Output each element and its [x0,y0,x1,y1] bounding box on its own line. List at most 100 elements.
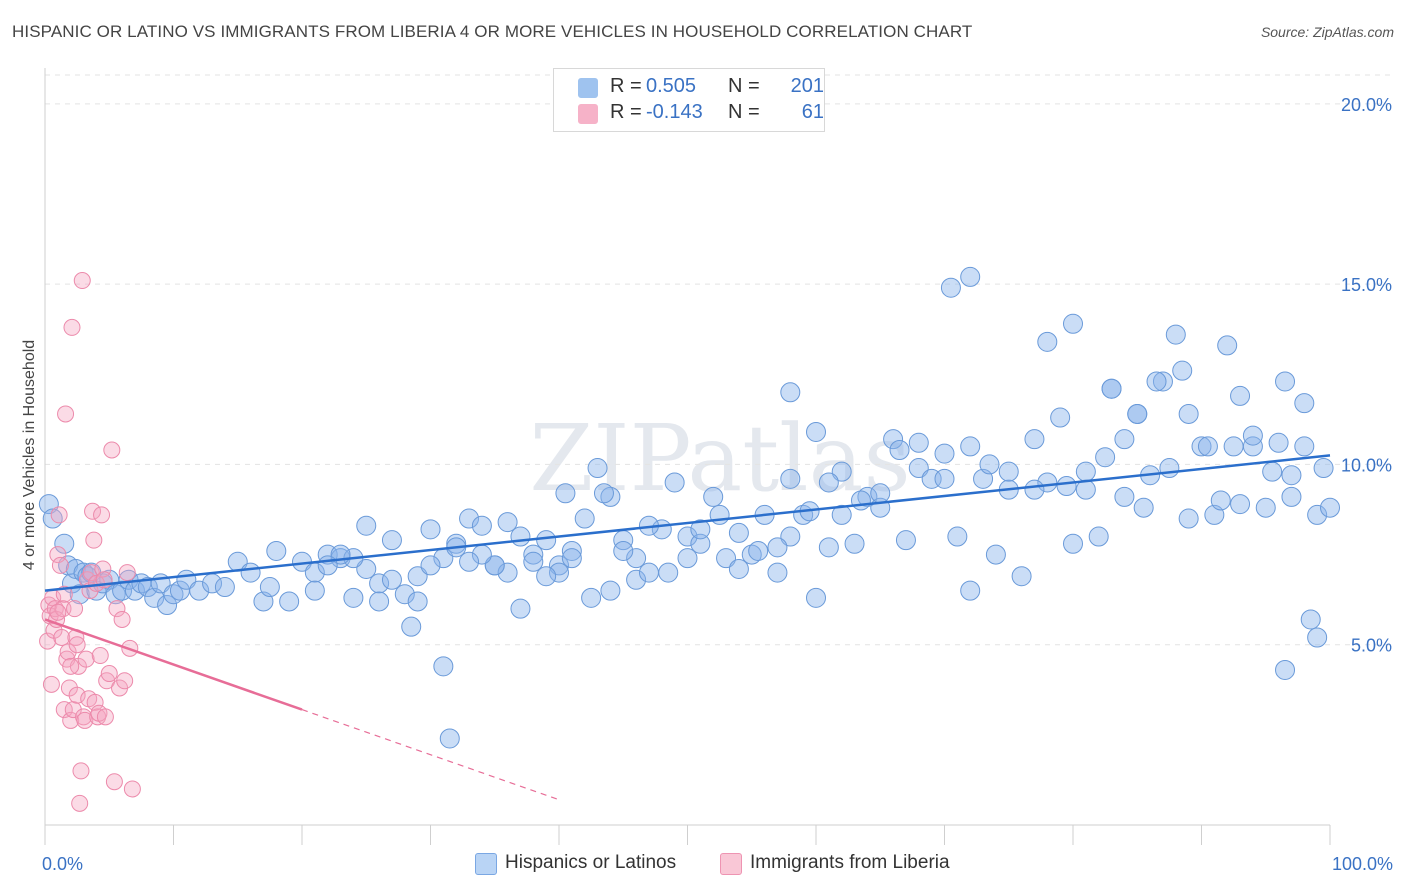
data-point [50,506,68,524]
data-point [85,531,103,549]
data-point [1159,458,1180,479]
data-point [439,728,460,749]
data-point [1114,486,1135,507]
data-point [77,650,95,668]
data-point [818,537,839,558]
data-point [523,551,544,572]
data-point [1294,436,1315,457]
data-point [1050,407,1071,428]
legend-n-label: N = [728,101,760,123]
data-point [116,672,134,690]
data-point [677,548,698,569]
x-tick-label: 0.0% [42,854,83,874]
data-point [1127,403,1148,424]
data-point [1268,432,1289,453]
data-point [68,636,86,654]
data-point [581,587,602,608]
data-point [555,483,576,504]
data-point [728,558,749,579]
data-point [73,272,91,290]
data-point [343,587,364,608]
data-point [767,537,788,558]
data-point [1281,465,1302,486]
data-point [459,551,480,572]
series-hispanics [38,266,1340,749]
data-point [960,436,981,457]
data-point [985,544,1006,565]
y-axis-label: 4 or more Vehicles in Household [21,339,38,571]
data-point [1307,504,1328,525]
data-point [561,540,582,561]
legend-r-label: R = [610,101,642,123]
data-point [1133,497,1154,518]
data-point [1114,429,1135,450]
data-point [600,580,621,601]
data-point [381,530,402,551]
data-point [1101,378,1122,399]
data-point [1320,497,1340,518]
data-point [549,562,569,583]
data-point [51,556,69,574]
data-point [369,573,390,594]
data-point [105,773,123,791]
data-point [780,382,801,403]
data-point [63,318,81,336]
data-point [1075,461,1096,482]
data-point [369,591,390,612]
stats-legend: R = 0.505 N = 201 R = -0.143 N = 61 [553,68,825,132]
data-point [1197,436,1218,457]
data-point [471,515,492,536]
data-point [934,443,955,464]
data-point [895,530,916,551]
bottom-legend-label: Hispanics or Latinos [505,852,677,873]
data-point [870,483,891,504]
data-point [94,560,112,578]
data-point [857,486,878,507]
trend-line-hispanics [44,454,1331,592]
data-point [1165,324,1186,345]
data-point [401,616,422,637]
y-tick-label: 20.0% [1341,95,1392,115]
data-point [1172,360,1193,381]
data-point [279,591,300,612]
data-point [420,519,441,540]
legend-swatch-hispanics [578,78,598,98]
data-point [831,504,852,525]
data-point [42,508,63,529]
data-point [497,562,518,583]
data-point [113,610,131,628]
data-point [407,566,428,587]
data-point [883,429,904,450]
data-point [1152,371,1173,392]
data-point [844,533,865,554]
data-point [850,490,871,511]
data-point [728,522,749,543]
data-point [741,544,762,565]
data-point [626,548,647,569]
data-point [613,540,634,561]
data-point [53,629,71,646]
data-point [1242,425,1263,446]
data-point [420,555,441,576]
data-point [780,526,801,547]
x-tick-label: 100.0% [1332,854,1393,874]
data-point [1063,313,1083,334]
data-point [593,483,614,504]
data-point [304,580,325,601]
data-point [831,461,852,482]
data-point [561,548,582,569]
data-point [536,530,557,551]
data-point [1011,566,1032,587]
data-point [266,540,287,561]
data-point [703,486,724,507]
data-point [1230,494,1251,515]
legend-r-value: 0.505 [646,75,697,97]
data-point [1088,526,1109,547]
data-point [103,441,121,459]
legend-r-label: R = [610,75,642,97]
y-tick-label: 15.0% [1341,275,1392,295]
data-point [664,472,685,493]
data-point [84,502,102,520]
data-point [118,564,136,582]
data-point [123,780,141,798]
